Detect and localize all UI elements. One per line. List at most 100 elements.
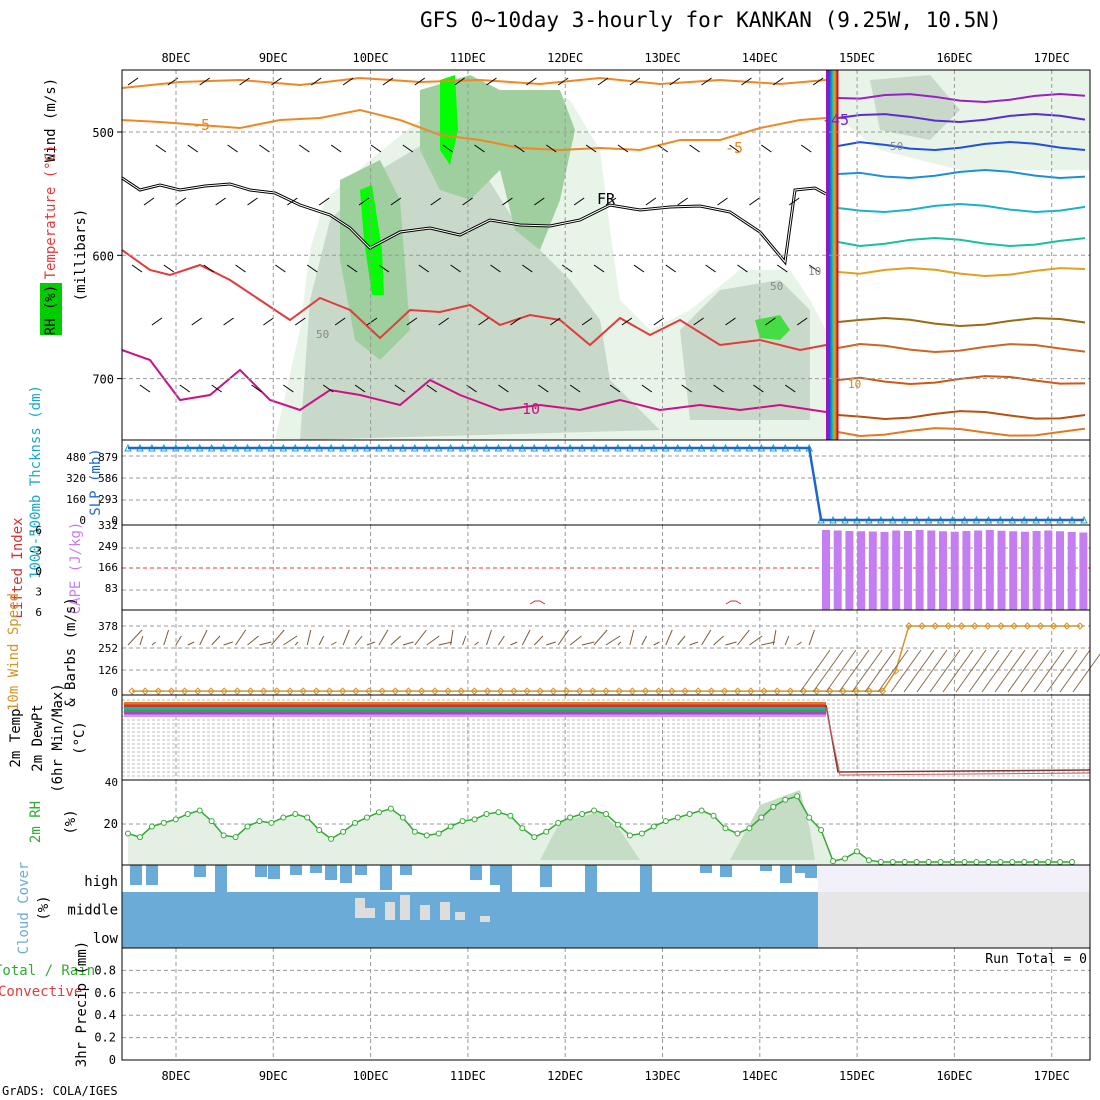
wind-barb bbox=[163, 264, 175, 273]
x-tick-label-bottom: 16DEC bbox=[936, 1069, 972, 1083]
cape-bar bbox=[845, 531, 854, 610]
wind-barb bbox=[701, 77, 712, 86]
wind-barb bbox=[390, 197, 402, 206]
cloud-row-label: high bbox=[84, 874, 118, 890]
thickness-tick-label: 0 bbox=[79, 514, 86, 527]
surface-wind-barb bbox=[653, 641, 660, 646]
surface-wind-barb bbox=[294, 641, 299, 646]
rh2m-marker bbox=[172, 816, 179, 823]
rh2m-marker bbox=[770, 803, 777, 810]
cape-bar bbox=[903, 531, 912, 610]
rh2m-marker bbox=[184, 811, 191, 817]
surface-wind-barb bbox=[462, 635, 467, 646]
surface-wind-barb bbox=[629, 629, 635, 646]
transition-band bbox=[827, 70, 830, 440]
wind-barb bbox=[725, 317, 736, 326]
wind-barb bbox=[653, 317, 665, 326]
barbs-label: & Barbs (m/s) bbox=[63, 597, 79, 707]
cape-bar bbox=[892, 530, 901, 610]
wind-barb bbox=[573, 197, 585, 206]
rh2m-marker bbox=[160, 819, 167, 826]
rh2m-marker bbox=[208, 818, 215, 825]
wind-barb bbox=[191, 317, 203, 326]
wind-barb bbox=[354, 384, 366, 393]
rh2m-marker bbox=[1057, 859, 1064, 865]
rh2m-marker bbox=[280, 814, 287, 821]
cloud-high-cell bbox=[640, 865, 652, 892]
rh2m-marker bbox=[364, 814, 370, 821]
temp-contour bbox=[837, 140, 1086, 151]
wind-barb bbox=[430, 197, 442, 206]
wind-barb bbox=[621, 317, 633, 326]
degc-label: (°C) bbox=[72, 721, 88, 755]
surface-wind-barb bbox=[139, 635, 144, 646]
rh2m-marker bbox=[411, 828, 418, 835]
x-tick-label-top: 8DEC bbox=[162, 51, 191, 65]
surface-wind-barb bbox=[390, 635, 402, 646]
rh2m-marker bbox=[1069, 859, 1076, 865]
wind-barb bbox=[450, 264, 461, 273]
x-tick-label-bottom: 9DEC bbox=[259, 1069, 288, 1083]
cloud-high-cell bbox=[215, 865, 227, 905]
run-total: Run Total = 0 bbox=[985, 952, 1087, 967]
surface-wind-barb bbox=[318, 635, 325, 646]
slp-label: SLP (mb) bbox=[88, 448, 104, 515]
cape-bar bbox=[880, 532, 889, 610]
cloud-high-cell bbox=[585, 865, 597, 892]
cloud-high-cell bbox=[700, 865, 712, 873]
wind-barb bbox=[773, 77, 784, 86]
li-tick-label: 0 bbox=[35, 565, 42, 578]
wind-barb bbox=[287, 197, 298, 206]
wind-barb bbox=[131, 264, 143, 273]
rh2m-marker bbox=[603, 811, 609, 817]
wind-barb bbox=[211, 384, 222, 393]
rh2m-marker bbox=[1021, 859, 1028, 865]
wind-barb bbox=[382, 77, 394, 86]
wind-barb bbox=[127, 77, 139, 86]
surface-wind-barb bbox=[1020, 649, 1052, 693]
wind-barb bbox=[318, 197, 330, 206]
surface-wind-barb bbox=[701, 629, 712, 646]
temp-line-post bbox=[825, 704, 1091, 773]
li-tick-label: -6 bbox=[29, 524, 42, 537]
wind-barb bbox=[486, 77, 497, 86]
temp-contour bbox=[837, 316, 1086, 327]
surface-wind-barb bbox=[665, 629, 673, 646]
surface-wind-barb bbox=[890, 649, 922, 693]
rh-shade-mid bbox=[680, 280, 810, 420]
rh2m-marker bbox=[674, 814, 681, 821]
rh2m-marker bbox=[423, 832, 430, 839]
rh2m-marker bbox=[531, 834, 538, 841]
wind-barb bbox=[346, 264, 358, 273]
wind-barb bbox=[143, 197, 155, 206]
surface-wind-barb bbox=[378, 629, 389, 646]
temp-contour bbox=[837, 375, 1086, 385]
chart-title: GFS 0~10day 3-hourly for KANKAN (9.25W, … bbox=[420, 8, 1002, 32]
rh2m-marker bbox=[758, 814, 765, 821]
cape-bar bbox=[1067, 532, 1076, 610]
contour-label: 50 bbox=[770, 280, 783, 293]
contour-label: -45 bbox=[822, 111, 849, 129]
rh2m-marker bbox=[614, 821, 621, 828]
cape-bar bbox=[939, 531, 947, 610]
rh2m-marker bbox=[782, 796, 789, 803]
legend-temperature: Temperature (°C) bbox=[43, 145, 59, 280]
wind-barb bbox=[753, 384, 764, 393]
surface-wind-barb bbox=[916, 649, 948, 693]
y-tick-label: 700 bbox=[92, 373, 114, 387]
surface-wind-barb bbox=[994, 649, 1026, 693]
rh2m-marker bbox=[830, 858, 837, 865]
rh2m-marker bbox=[232, 834, 239, 841]
wind-barb bbox=[295, 317, 306, 326]
temp-contour bbox=[837, 427, 1086, 437]
transition-band bbox=[832, 70, 834, 440]
wind-barb bbox=[538, 384, 549, 393]
contour-label: -5 bbox=[725, 139, 743, 157]
rh2m-marker bbox=[889, 859, 896, 865]
li-tick-label: 3 bbox=[35, 586, 42, 599]
rh2m-marker bbox=[794, 793, 801, 800]
credit-text: GrADS: COLA/IGES bbox=[2, 1084, 118, 1098]
temp-contour bbox=[121, 249, 827, 352]
surface-wind-barb bbox=[955, 649, 987, 693]
surface-wind-barb bbox=[749, 635, 763, 646]
